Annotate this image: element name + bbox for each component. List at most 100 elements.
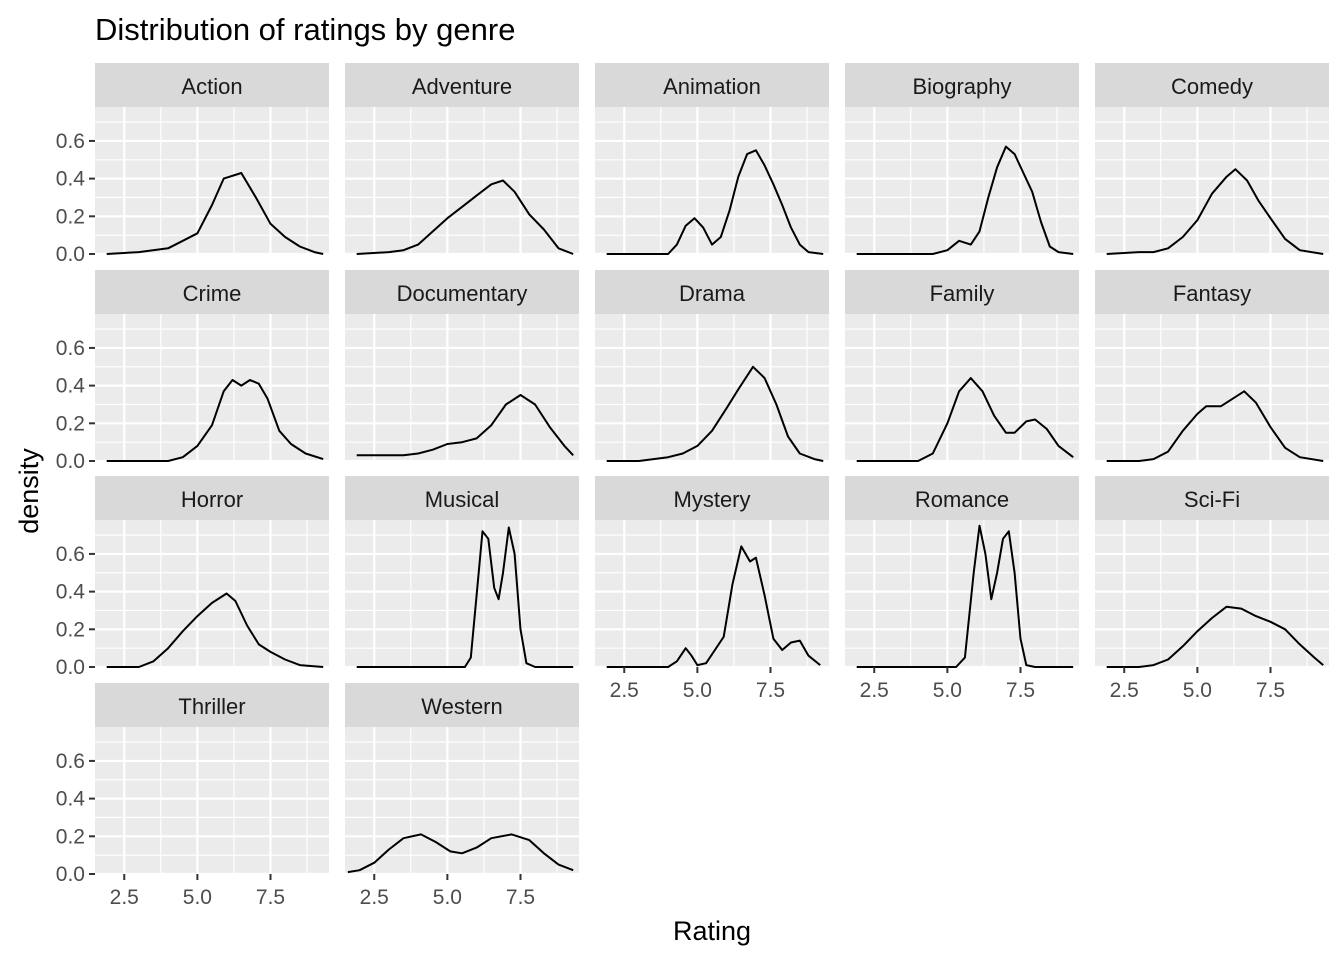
panel-background [95,107,329,254]
y-tick-label: 0.4 [56,168,86,191]
density-line [347,833,574,874]
density-line [356,179,574,255]
facet-strip [345,270,579,314]
panel-background [845,520,1079,667]
panel-background [345,520,579,667]
facet-adventure: Adventure [345,63,579,256]
panel-background [595,107,829,254]
facet-strip [1095,476,1329,520]
density-line [856,145,1074,255]
panel-background [595,314,829,461]
x-axis-title: Rating [673,916,751,946]
facet-strip-label: Action [181,74,242,99]
y-tick-label: 0.4 [56,788,86,811]
y-tick-label: 0.6 [56,130,85,153]
density-line [106,379,324,462]
facet-strip-label: Mystery [674,487,751,512]
y-tick-label: 0.0 [56,243,85,266]
y-tick-label: 0.6 [56,337,85,360]
density-line [606,365,824,462]
facet-strip [845,270,1079,314]
facet-drama: Drama [595,270,829,463]
x-tick-label: 2.5 [360,886,389,909]
facet-family: Family [845,270,1079,463]
facet-strip-label: Biography [912,74,1011,99]
y-tick-label: 0.2 [56,205,85,228]
facet-strip-label: Adventure [412,74,512,99]
x-tick-label: 7.5 [506,886,535,909]
panel-background [595,520,829,667]
x-tick-label: 5.0 [1183,679,1212,702]
y-axis-title: density [14,448,44,534]
panel-background [95,314,329,461]
density-line [1106,605,1324,668]
density-line [1106,390,1324,462]
facet-strip [595,476,829,520]
panel-background [1095,520,1329,667]
facet-strip-label: Western [421,694,503,719]
density-line [106,172,324,255]
facet-strip [595,63,829,107]
facet-sci-fi: Sci-Fi 2.5 5.0 7.5 [1095,476,1329,702]
x-tick-label: 7.5 [1006,679,1035,702]
density-line [106,592,324,668]
y-tick-label: 0.6 [56,543,85,566]
x-tick-label: 5.0 [683,679,712,702]
panel-background [345,314,579,461]
facet-strip-label: Musical [425,487,500,512]
facet-action: Action 0.0 0.2 0.4 0.6 [56,63,329,266]
x-tick-label: 2.5 [110,886,139,909]
facet-strip [595,270,829,314]
panel-background [95,727,329,874]
facet-musical: Musical [345,476,579,669]
facet-strip-label: Romance [915,487,1009,512]
facet-animation: Animation [595,63,829,256]
facet-romance: Romance 2.5 5.0 7.5 [845,476,1079,702]
facet-western: Western 2.5 5.0 7.5 [345,683,579,909]
x-tick-label: 2.5 [860,679,889,702]
y-tick-label: 0.0 [56,656,85,679]
facet-strip-label: Crime [183,281,242,306]
x-tick-label: 5.0 [183,886,212,909]
facet-strip [845,476,1079,520]
facet-strip-label: Documentary [397,281,528,306]
panel-background [1095,107,1329,254]
facet-biography: Biography [845,63,1079,256]
density-line [356,394,574,457]
panel-background [95,520,329,667]
density-line [1106,168,1324,255]
density-line [606,149,824,255]
y-tick-label: 0.6 [56,750,85,773]
panel-background [345,107,579,254]
facet-mystery: Mystery 2.5 5.0 7.5 [595,476,829,702]
panel-background [845,107,1079,254]
panel-background [345,727,579,874]
facet-strip-label: Fantasy [1173,281,1251,306]
x-tick-label: 7.5 [256,886,285,909]
facet-strip [845,63,1079,107]
facet-strip-label: Comedy [1171,74,1253,99]
facet-strip [95,63,329,107]
facet-panels: Action 0.0 0.2 0.4 0.6 Adventure Animation Biog… [56,63,1329,909]
facet-crime: Crime 0.0 0.2 0.4 0.6 [56,270,329,473]
facet-strip [345,476,579,520]
x-tick-label: 2.5 [1110,679,1139,702]
density-line [856,524,1074,668]
facet-documentary: Documentary [345,270,579,463]
y-tick-label: 0.4 [56,581,86,604]
facet-strip [95,683,329,727]
y-tick-label: 0.0 [56,863,85,886]
density-line [356,526,574,668]
y-tick-label: 0.2 [56,618,85,641]
density-line [856,377,1074,462]
facet-strip-label: Horror [181,487,243,512]
y-tick-label: 0.4 [56,375,86,398]
facet-strip [95,476,329,520]
y-tick-label: 0.2 [56,412,85,435]
x-tick-label: 2.5 [610,679,639,702]
facet-strip [95,270,329,314]
facet-strip [1095,63,1329,107]
facet-strip [345,63,579,107]
x-tick-label: 7.5 [756,679,785,702]
